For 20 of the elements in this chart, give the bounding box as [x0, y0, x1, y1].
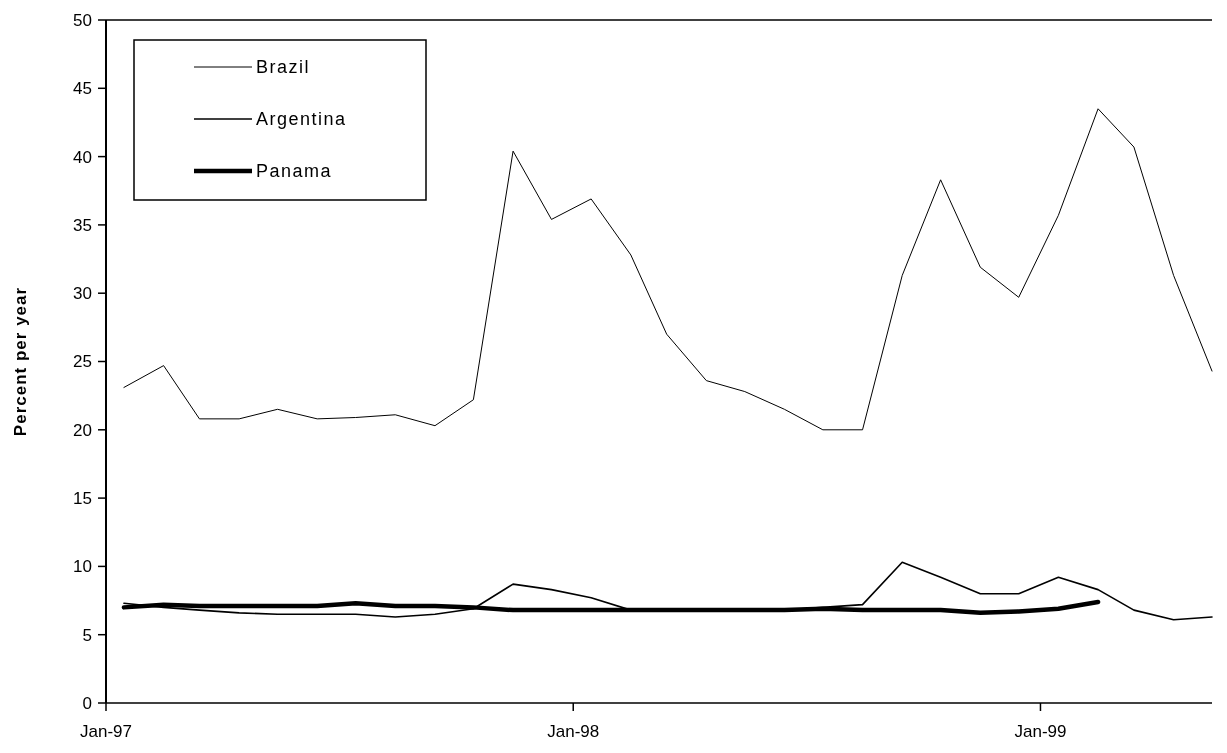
y-tick-label: 50 [73, 10, 92, 30]
legend-label: Panama [256, 161, 333, 182]
y-tick-label: 15 [73, 489, 92, 509]
y-tick-label: 40 [73, 147, 92, 167]
y-axis-title: Percent per year [11, 286, 30, 437]
y-tick-label: 45 [73, 79, 92, 99]
y-tick-label: 0 [82, 693, 92, 713]
y-tick-label: 35 [73, 215, 92, 235]
legend-label: Argentina [256, 109, 347, 130]
line-series [123, 108, 1213, 431]
line-series [123, 561, 1213, 621]
y-tick-label: 5 [82, 625, 92, 645]
x-tick-label: Jan-99 [1014, 722, 1067, 741]
y-tick-label: 20 [73, 420, 92, 440]
legend-label: Brazil [256, 57, 311, 78]
y-tick-label: 10 [73, 557, 92, 577]
x-tick-label: Jan-98 [547, 722, 600, 741]
x-tick-label: Jan-97 [80, 722, 132, 741]
y-tick-label: 25 [73, 352, 92, 372]
y-tick-label: 30 [73, 284, 92, 304]
